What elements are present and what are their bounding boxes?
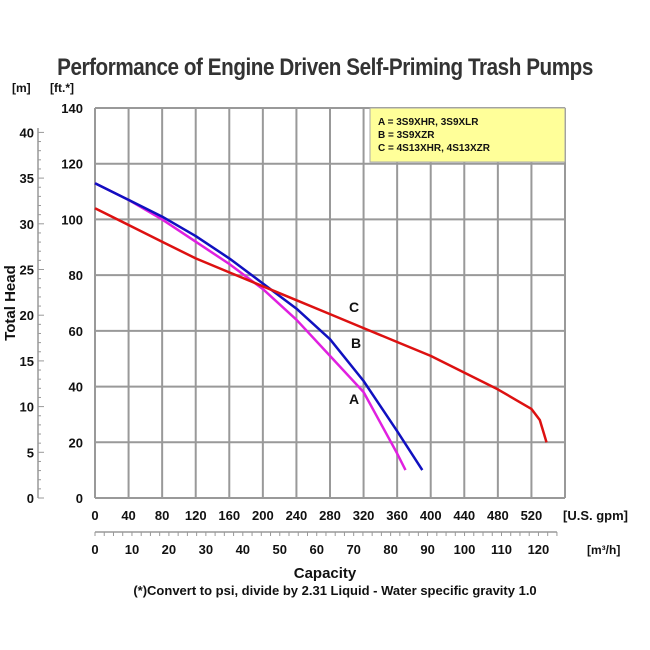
x-unit-label: [U.S. gpm] <box>563 508 628 523</box>
x-tick-label-m3h: 100 <box>454 542 476 557</box>
x-tick-label: 320 <box>353 508 375 523</box>
series-label-A: A <box>349 391 359 407</box>
y-tick-label-m: 0 <box>27 491 34 506</box>
x-tick-label-m3h: 60 <box>309 542 323 557</box>
legend-entry: C = 4S13XHR, 4S13XZR <box>378 143 491 154</box>
x-tick-label: 160 <box>218 508 240 523</box>
x-tick-label: 360 <box>386 508 408 523</box>
y-tick-label-m: 10 <box>20 400 34 415</box>
footnote: (*)Convert to psi, divide by 2.31 Liquid… <box>133 583 536 598</box>
x-tick-label: 280 <box>319 508 341 523</box>
y-tick-label-m: 15 <box>20 354 34 369</box>
x-tick-label-m3h: 10 <box>125 542 139 557</box>
series-label-B: B <box>351 335 361 351</box>
x-tick-label-m3h: 110 <box>491 542 512 557</box>
y-tick-label-m: 40 <box>20 125 34 140</box>
x-axis-title: Capacity <box>294 565 357 582</box>
x-tick-label-m3h: 70 <box>346 542 360 557</box>
y-tick-label-m: 35 <box>20 171 34 186</box>
x-unit-m3h: [m³/h] <box>587 543 620 557</box>
x-tick-label-m3h: 120 <box>528 542 550 557</box>
series-line-B <box>94 182 424 471</box>
y-tick-label-ft: 20 <box>69 435 83 450</box>
y-tick-label-ft: 140 <box>61 101 83 116</box>
x-tick-label: 200 <box>252 508 274 523</box>
y-tick-label-ft: 100 <box>61 212 83 227</box>
x-tick-label-m3h: 90 <box>420 542 434 557</box>
y-tick-label-ft: 60 <box>69 324 83 339</box>
x-tick-label: 240 <box>286 508 308 523</box>
x-tick-label: 120 <box>185 508 207 523</box>
x-tick-label-m3h: 0 <box>91 542 98 557</box>
x-tick-label-m3h: 80 <box>383 542 397 557</box>
y-tick-label-m: 30 <box>20 217 34 232</box>
x-tick-label-m3h: 30 <box>199 542 213 557</box>
y-tick-label-m: 20 <box>20 308 34 323</box>
series-line-A <box>94 182 407 471</box>
x-tick-label-m3h: 40 <box>236 542 250 557</box>
y-unit-m: [m] <box>12 81 31 95</box>
x-tick-label-m3h: 20 <box>162 542 176 557</box>
series-label-C: C <box>349 299 359 315</box>
chart-title: Performance of Engine Driven Self-Primin… <box>57 54 593 81</box>
x-tick-label: 400 <box>420 508 442 523</box>
x-tick-label: 0 <box>91 508 98 523</box>
y-tick-label-ft: 120 <box>61 157 83 172</box>
legend-box <box>369 107 566 163</box>
y-tick-label-m: 5 <box>27 445 34 460</box>
x-tick-label-m3h: 50 <box>273 542 287 557</box>
y-tick-label-m: 25 <box>20 263 34 278</box>
x-tick-label: 480 <box>487 508 509 523</box>
x-tick-label: 40 <box>121 508 135 523</box>
y-tick-label-ft: 40 <box>69 380 83 395</box>
series-line-C <box>94 207 548 443</box>
y-tick-label-ft: 80 <box>69 268 83 283</box>
y-unit-ft: [ft.*] <box>50 81 74 95</box>
x-tick-label: 440 <box>453 508 475 523</box>
legend-entry: A = 3S9XHR, 3S9XLR <box>378 117 479 128</box>
legend-entry: B = 3S9XZR <box>378 130 435 141</box>
x-tick-label: 520 <box>521 508 543 523</box>
x-tick-label: 80 <box>155 508 169 523</box>
y-tick-label-ft: 0 <box>76 491 83 506</box>
y-axis-title: Total Head <box>2 265 19 341</box>
